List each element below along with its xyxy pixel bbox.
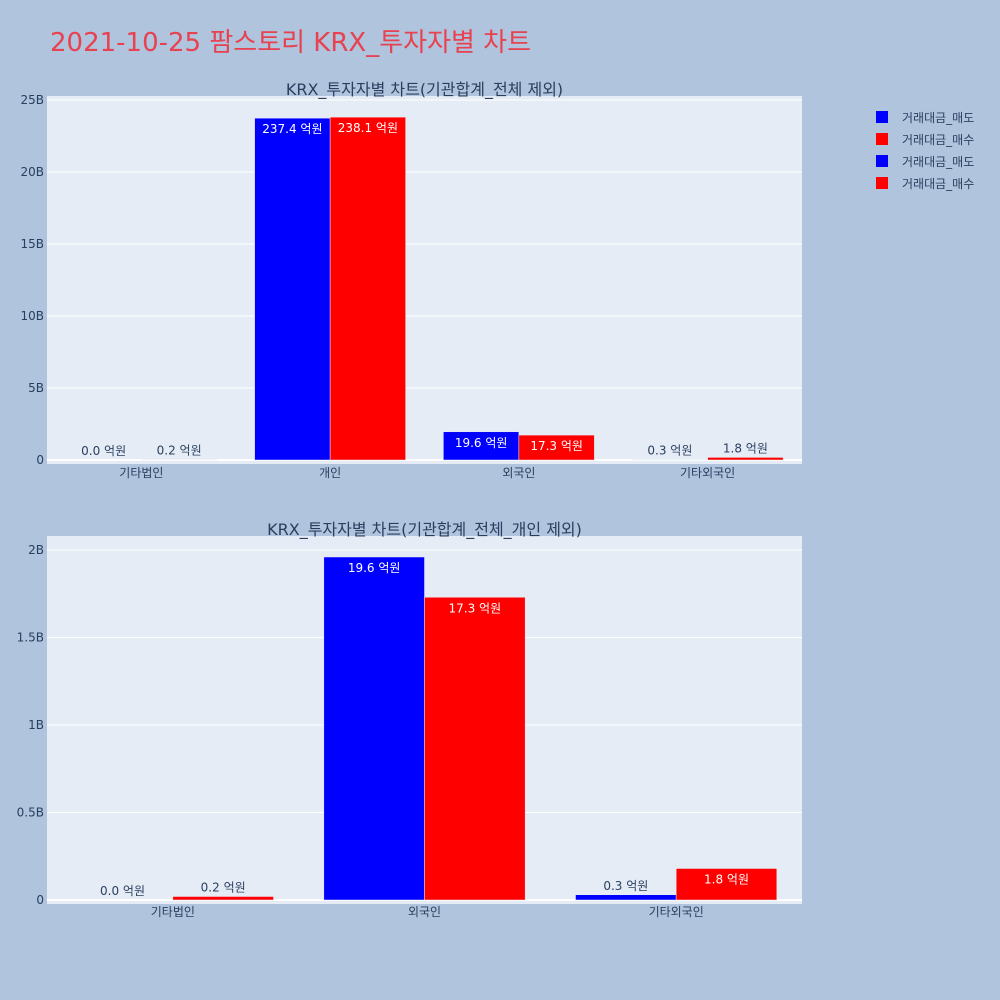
y-tick-label: 20B <box>20 165 44 179</box>
legend-item-buy-1[interactable]: 거래대금_매수 <box>876 128 974 150</box>
bar-buy[interactable] <box>329 116 406 461</box>
bar-buy[interactable] <box>518 434 595 461</box>
legend-swatch-buy-2 <box>876 177 888 189</box>
legend-swatch-sell-2 <box>876 155 888 167</box>
bar-value-label: 19.6 억원 <box>348 561 401 575</box>
bar-value-label: 19.6 억원 <box>455 436 508 450</box>
legend-label-sell-1: 거래대금_매도 <box>902 110 975 125</box>
bar-buy[interactable] <box>675 868 778 901</box>
y-tick-label: 15B <box>20 237 44 251</box>
chart-panel-1: 0 5B 10B 15B 20B 25B KRX_투자자별 차트(기관합계_전체 제외) 기타… <box>20 80 802 480</box>
bar-value-label: 237.4 억원 <box>262 122 322 136</box>
y-tick-label: 1B <box>28 718 44 732</box>
bar-value-label: 0.3 억원 <box>647 444 692 458</box>
bar-value-label: 17.3 억원 <box>530 439 583 453</box>
bar-value-label: 0.2 억원 <box>201 881 246 895</box>
y-tick-label: 0.5B <box>17 806 44 820</box>
bar-value-label: 17.3 억원 <box>449 601 502 615</box>
bar-buy[interactable] <box>424 597 526 901</box>
bar-value-label: 238.1 억원 <box>338 121 398 135</box>
legend-label-sell-2: 거래대금_매도 <box>902 154 975 169</box>
legend: 거래대금_매도 거래대금_매수 거래대금_매도 거래대금_매수 <box>876 106 974 194</box>
y-tick-label: 10B <box>20 309 44 323</box>
bar-sell[interactable] <box>323 556 425 901</box>
bar-value-label: 1.8 억원 <box>723 441 768 455</box>
legend-swatch-sell-1 <box>876 111 888 123</box>
legend-label-buy-2: 거래대금_매수 <box>902 176 975 191</box>
legend-swatch-buy-1 <box>876 133 888 145</box>
bar-buy[interactable] <box>707 457 784 461</box>
y-tick-label: 0 <box>36 893 44 907</box>
x-tick-label: 외국인 <box>408 905 441 919</box>
x-tick-label: 기타외국인 <box>649 905 704 919</box>
chart-title: KRX_투자자별 차트(기관합계_전체 제외) <box>286 80 563 100</box>
y-tick-label: 25B <box>20 93 44 107</box>
bar-value-label: 0.3 억원 <box>603 879 648 893</box>
bar-value-label: 1.8 억원 <box>704 873 749 887</box>
bar-sell[interactable] <box>254 117 331 461</box>
y-tick-label: 2B <box>28 543 44 557</box>
x-tick-label: 개인 <box>319 466 341 480</box>
y-tick-label: 1.5B <box>17 631 44 645</box>
legend-item-sell-2[interactable]: 거래대금_매도 <box>876 150 974 172</box>
chart-title: KRX_투자자별 차트(기관합계_전체_개인 제외) <box>267 520 582 540</box>
legend-item-sell-1[interactable]: 거래대금_매도 <box>876 106 974 128</box>
x-tick-label: 외국인 <box>502 466 535 480</box>
bar-sell[interactable] <box>575 894 677 901</box>
bar-value-label: 0.0 억원 <box>81 444 126 458</box>
y-tick-label: 0 <box>36 453 44 467</box>
plot-area <box>47 96 802 464</box>
bar-buy[interactable] <box>172 896 274 901</box>
chart-panel-2: 0 0.5B 1B 1.5B 2B KRX_투자자별 차트(기관합계_전체_개인 제외) 기… <box>17 520 802 919</box>
legend-label-buy-1: 거래대금_매수 <box>902 132 975 147</box>
y-tick-label: 5B <box>28 381 44 395</box>
page-title: 2021-10-25 팜스토리 KRX_투자자별 차트 <box>50 28 532 58</box>
x-tick-label: 기타법인 <box>151 905 195 919</box>
x-tick-label: 기타외국인 <box>680 466 735 480</box>
legend-item-buy-2[interactable]: 거래대금_매수 <box>876 172 974 194</box>
bar-value-label: 0.2 억원 <box>157 444 202 458</box>
bar-value-label: 0.0 억원 <box>100 884 145 898</box>
x-tick-label: 기타법인 <box>119 466 163 480</box>
